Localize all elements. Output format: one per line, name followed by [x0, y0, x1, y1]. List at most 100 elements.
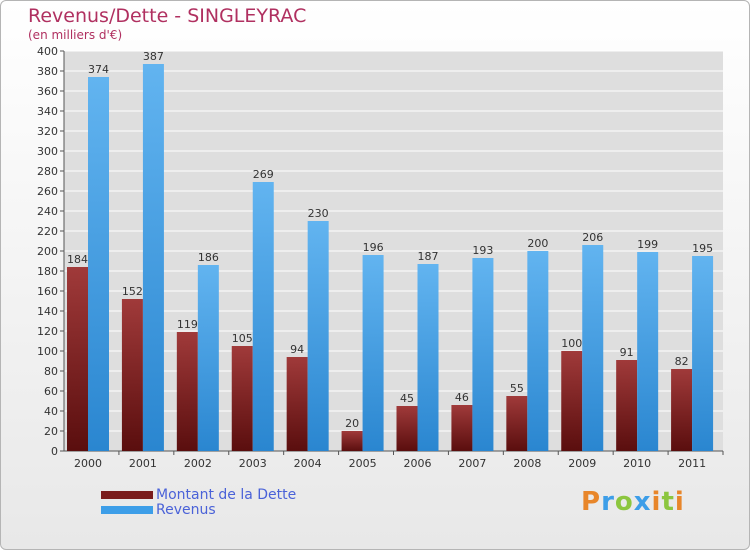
- data-label: 199: [637, 238, 658, 251]
- chart-subtitle: (en milliers d'€): [28, 28, 123, 42]
- bar-debt: [616, 360, 638, 451]
- y-tick-label: 200: [37, 245, 58, 258]
- legend-label-debt: Montant de la Dette: [156, 486, 297, 503]
- legend-item-revenue: Revenus: [101, 501, 296, 518]
- y-tick-label: 180: [37, 265, 58, 278]
- bar-revenue: [88, 77, 109, 451]
- bar-revenue: [472, 258, 494, 451]
- data-label: 195: [692, 242, 713, 255]
- data-label: 200: [527, 237, 548, 250]
- data-label: 196: [363, 241, 384, 254]
- legend-swatch-debt: [101, 490, 153, 499]
- y-tick-label: 300: [37, 145, 58, 158]
- x-tick-label: 2006: [404, 457, 432, 470]
- data-label: 20: [345, 417, 359, 430]
- y-tick-label: 140: [37, 305, 58, 318]
- data-label: 193: [472, 244, 493, 257]
- y-tick-label: 20: [44, 425, 58, 438]
- bar-revenue: [637, 252, 659, 451]
- y-tick-label: 280: [37, 165, 58, 178]
- y-tick-label: 240: [37, 205, 58, 218]
- data-label: 206: [582, 231, 603, 244]
- bar-revenue: [307, 221, 329, 451]
- x-tick-label: 2011: [678, 457, 706, 470]
- bar-revenue: [582, 245, 604, 451]
- data-label: 269: [253, 168, 274, 181]
- data-label: 94: [290, 343, 304, 356]
- x-tick-label: 2009: [568, 457, 596, 470]
- data-label: 82: [675, 355, 689, 368]
- bar-revenue: [417, 264, 439, 451]
- legend-item-debt: Montant de la Dette: [101, 486, 297, 503]
- legend-label-revenue: Revenus: [156, 501, 216, 518]
- bar-debt: [451, 405, 473, 451]
- y-tick-label: 360: [37, 85, 58, 98]
- y-tick-label: 60: [44, 385, 58, 398]
- data-label: 184: [67, 253, 88, 266]
- y-tick-label: 320: [37, 125, 58, 138]
- logo-letter: i: [674, 487, 685, 517]
- logo-letter: t: [661, 487, 675, 517]
- data-label: 187: [418, 250, 439, 263]
- x-tick-label: 2002: [184, 457, 212, 470]
- bar-debt: [176, 332, 198, 451]
- x-tick-label: 2007: [458, 457, 486, 470]
- logo-letter: P: [581, 487, 602, 517]
- y-tick-label: 380: [37, 65, 58, 78]
- bar-debt: [561, 351, 583, 451]
- bar-debt: [231, 346, 253, 451]
- bar-revenue: [527, 251, 549, 451]
- bar-debt: [506, 396, 528, 451]
- x-tick-label: 2001: [129, 457, 157, 470]
- data-label: 374: [88, 63, 109, 76]
- y-tick-label: 0: [51, 445, 58, 458]
- y-tick-label: 260: [37, 185, 58, 198]
- data-label: 152: [122, 285, 143, 298]
- data-label: 105: [232, 332, 253, 345]
- chart-title: Revenus/Dette - SINGLEYRAC: [28, 5, 307, 27]
- legend-swatch-revenue: [101, 505, 153, 514]
- bar-debt: [121, 299, 143, 451]
- bar-debt: [67, 267, 88, 451]
- data-label: 46: [455, 391, 469, 404]
- bar-revenue: [197, 265, 219, 451]
- bar-debt: [286, 357, 308, 451]
- logo-letter: i: [651, 487, 662, 517]
- y-tick-label: 40: [44, 405, 58, 418]
- bar-revenue: [692, 256, 714, 451]
- x-tick-label: 2005: [349, 457, 377, 470]
- y-tick-label: 80: [44, 365, 58, 378]
- y-tick-label: 160: [37, 285, 58, 298]
- data-label: 119: [177, 318, 198, 331]
- x-tick-label: 2008: [513, 457, 541, 470]
- logo-letter: o: [614, 487, 634, 517]
- y-tick-label: 400: [37, 45, 58, 58]
- x-tick-label: 2010: [623, 457, 651, 470]
- data-label: 387: [143, 50, 164, 63]
- bar-revenue: [252, 182, 274, 451]
- bar-revenue: [142, 64, 164, 451]
- logo-letter: x: [633, 487, 652, 517]
- legend: Montant de la Dette Revenus: [101, 486, 297, 518]
- data-label: 45: [400, 392, 414, 405]
- proxiti-logo: Proxiti: [581, 487, 685, 517]
- y-tick-label: 100: [37, 345, 58, 358]
- data-label: 230: [308, 207, 329, 220]
- x-tick-label: 2003: [239, 457, 267, 470]
- logo-letter: r: [601, 487, 615, 517]
- data-label: 55: [510, 382, 524, 395]
- bar-debt: [671, 369, 693, 451]
- y-tick-label: 340: [37, 105, 58, 118]
- bar-debt: [396, 406, 418, 451]
- bar-debt: [341, 431, 363, 451]
- y-tick-label: 120: [37, 325, 58, 338]
- x-tick-label: 2004: [294, 457, 322, 470]
- data-label: 100: [561, 337, 582, 350]
- data-label: 186: [198, 251, 219, 264]
- data-label: 91: [620, 346, 634, 359]
- y-tick-label: 220: [37, 225, 58, 238]
- bar-revenue: [362, 255, 384, 451]
- x-tick-label: 2000: [74, 457, 102, 470]
